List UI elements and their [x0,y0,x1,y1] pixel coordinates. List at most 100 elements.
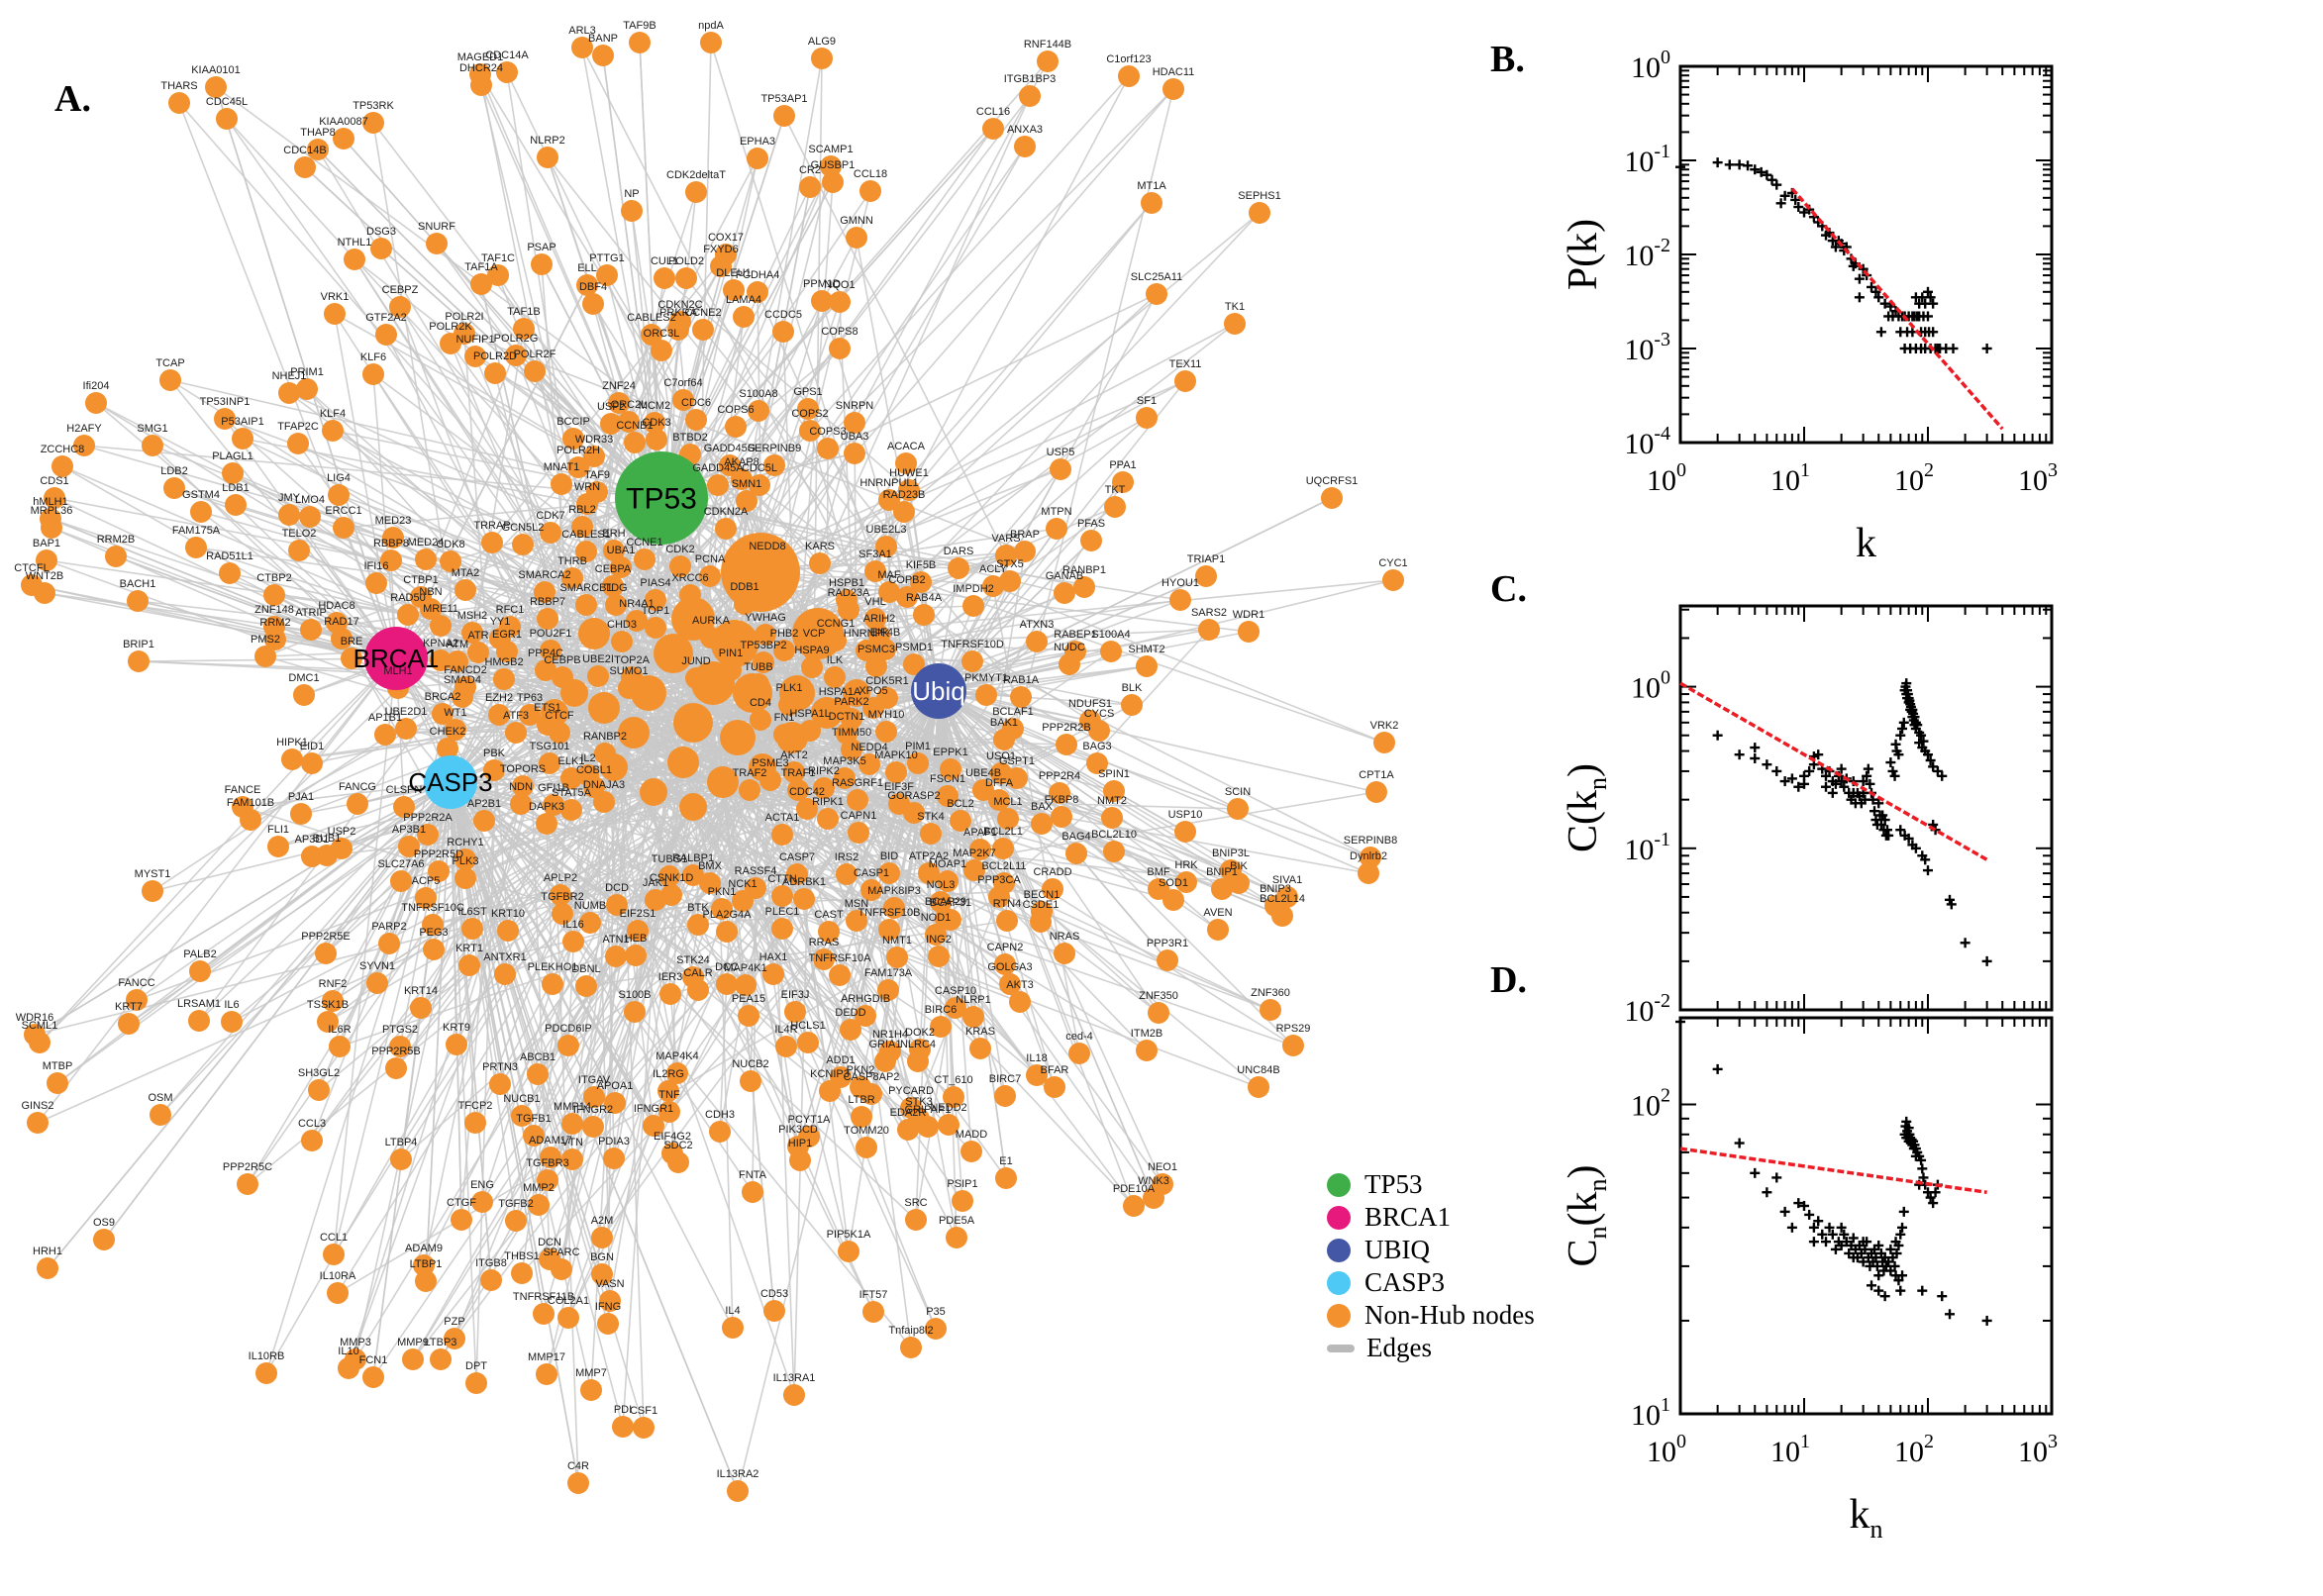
network-node [537,147,558,168]
network-node [430,615,452,637]
network-node [1006,767,1028,789]
network-node-label: RAD23A [828,587,870,599]
network-node-label: UNC84B [1237,1064,1279,1076]
network-node-label: RABEP1 [1054,629,1096,641]
network-node-label: VARS [991,533,1020,545]
network-node-label: TAF9B [623,20,656,32]
network-cluster-node [667,747,699,778]
network-node-label: NTHL1 [338,237,372,249]
x-tick-label: 103 [2018,1431,2058,1468]
network-node [1382,569,1404,591]
network-node-label: CDK2deltaT [666,169,726,181]
network-node [783,761,805,783]
network-node-label: SCAMP1 [808,144,853,155]
network-node [222,462,244,484]
network-node-label: CPT1A [1359,769,1394,781]
network-node-label: SLC25A11 [1131,271,1182,283]
network-node-label: TIMM50 [832,727,871,739]
network-node [481,532,503,553]
network-node-label: POLR2K [429,321,472,333]
network-node-label: CSNK1D [650,872,694,884]
network-node [838,1241,859,1262]
network-node [290,803,312,825]
network-node [618,411,640,433]
network-node-label: SPIN1 [1098,768,1130,780]
network-node [627,920,649,942]
network-node-label: EID1 [300,741,324,752]
network-node [963,859,985,881]
network-node-label: GRIA1 [868,1039,901,1050]
network-node-label: GOLGA3 [987,961,1032,973]
network-node [1249,202,1270,224]
network-node [675,267,697,289]
network-node [510,793,532,815]
network-node [278,382,300,404]
network-node [36,549,57,571]
network-node-label: USP5 [1047,447,1075,458]
network-node-label: FAM175A [172,525,221,537]
network-node [716,973,738,995]
network-node [999,973,1021,995]
network-node-label: SH3GL2 [298,1067,340,1079]
network-node-label: HUWE1 [889,467,929,479]
network-node-label: LIG4 [327,472,351,484]
network-node [846,910,867,932]
network-node [322,990,344,1012]
network-node-label: CDS1 [40,475,68,487]
network-node [447,650,468,672]
network-node-label: PRIM1 [290,366,324,378]
network-node-label: CSF1 [630,1405,657,1417]
network-node-label: WNT2B [26,570,64,582]
network-node [458,954,480,976]
network-node-label: TCAP [155,357,184,369]
network-node [763,1300,785,1322]
network-node-label: KLF6 [360,351,386,363]
network-node [535,659,556,681]
network-node [621,200,643,222]
network-node [883,897,905,919]
y-axis-title: Cn​(kn​) [1561,1164,1612,1266]
network-node [315,943,337,964]
network-node [605,594,627,616]
network-node [836,863,858,885]
network-node [344,249,365,270]
network-node [1136,655,1158,677]
network-node-label: SERPINB8 [1344,835,1397,847]
network-node-label: SRC [904,1197,927,1209]
network-node [452,686,473,708]
network-node [937,785,959,807]
network-node [428,860,450,882]
hub-node-brca1 [364,627,428,690]
network-node [930,1016,952,1038]
network-node [464,1112,486,1134]
network-node-label: FAM101B [227,797,274,809]
x-axis-title: k [1856,521,1876,566]
network-node [885,761,907,783]
network-node [809,552,831,574]
network-node-label: PSAP [527,242,556,253]
network-node [575,541,597,562]
network-node [496,61,518,83]
network-node [505,345,527,366]
network-node [860,1083,882,1105]
network-node [264,629,286,650]
network-node [803,640,825,661]
network-node-label: NEDD4 [851,742,887,753]
network-node-label: LDB2 [160,465,188,477]
y-tick-label: 102 [1631,1085,1670,1123]
network-node [1112,471,1134,493]
network-node [512,775,534,797]
network-node [159,369,181,391]
network-node-label: S100B [618,989,651,1001]
network-node [813,948,835,970]
network-node [611,631,633,652]
network-node-label: AURKA [692,615,731,627]
network-node [44,487,65,509]
network-node-label: DAPK3 [529,801,564,813]
network-node-label: BID [880,850,898,862]
network-node-label: ERCC1 [325,505,361,517]
network-node-label: IL6R [328,1024,351,1036]
network-node-label: SPARC [543,1247,579,1258]
network-node [825,630,847,651]
network-node-label: KRT9 [443,1022,470,1034]
